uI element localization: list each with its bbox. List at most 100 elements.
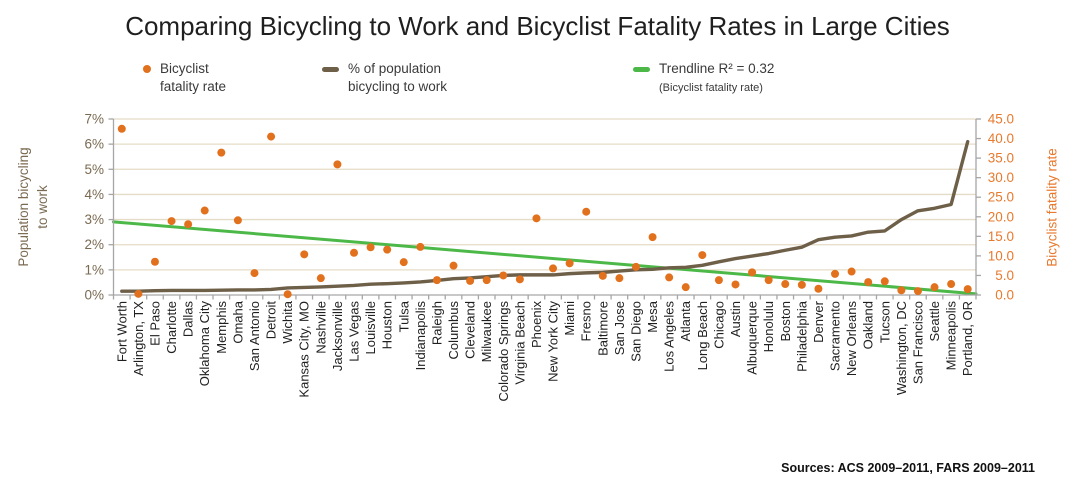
left-tick-label: 6% (84, 137, 104, 152)
fatality-point (947, 280, 956, 289)
city-label: Arlington, TX (131, 301, 146, 376)
fatality-point (681, 283, 690, 292)
city-label: Detroit (264, 301, 279, 340)
fatality-point (698, 251, 707, 260)
city-label: Tucson (877, 301, 892, 343)
fatality-dot-marker-icon (143, 65, 151, 73)
city-label: Indianapolis (413, 301, 428, 371)
left-tick-label: 1% (84, 262, 104, 277)
city-label: Boston (778, 301, 793, 341)
city-label: Denver (811, 300, 826, 343)
fatality-point (731, 280, 740, 289)
city-label: Minneapolis (944, 301, 959, 371)
bike-line-marker-icon (322, 67, 339, 72)
legend-item-fatality: Bicyclist fatality rate (143, 60, 226, 96)
fatality-point (930, 283, 939, 292)
city-label: Tulsa (396, 300, 411, 332)
city-label: Oakland (861, 301, 876, 349)
city-label: Jacksonville (330, 301, 345, 371)
right-tick-label: 10.0 (988, 248, 1014, 263)
right-tick-label: 40.0 (988, 131, 1014, 146)
city-label: Miami (562, 301, 577, 336)
legend-label-trendline-sub: (Bicyclist fatality rate) (659, 82, 763, 94)
left-tick-label: 2% (84, 237, 104, 252)
fatality-point (466, 276, 475, 285)
fatality-point (648, 233, 657, 242)
city-label: Portland, OR (960, 301, 975, 376)
trendline-marker-icon (633, 67, 650, 72)
legend-item-trendline: Trendline R² = 0.32 (Bicyclist fatality … (633, 60, 774, 96)
fatality-point (499, 271, 508, 280)
source-note: Sources: ACS 2009–2011, FARS 2009–2011 (781, 461, 1035, 475)
fatality-point (134, 289, 143, 298)
city-label: Long Beach (695, 301, 710, 370)
fatality-point (416, 242, 425, 251)
legend-label-trendline: Trendline R² = 0.32 (Bicyclist fatality … (659, 61, 775, 94)
city-label: Houston (380, 301, 395, 349)
fatality-point (432, 276, 441, 285)
city-label: Kansas City, MO (297, 301, 312, 398)
fatality-point (781, 280, 790, 289)
fatality-point (150, 257, 159, 266)
legend-label-fatality: Bicyclist fatality rate (160, 61, 227, 94)
city-label: Wichita (280, 300, 295, 343)
plot-area: 0% 1% 2% 3% 4% 5% 6% 7% 0.0 5.0 10.0 15.0 20.0 25.0 30… (84, 112, 1014, 402)
fatality-point (748, 268, 757, 277)
fatality-point (267, 132, 276, 141)
fatality-point (549, 264, 558, 273)
fatality-point (233, 216, 242, 225)
city-label: Sacramento (828, 301, 843, 371)
city-label: Las Vegas (347, 301, 362, 362)
fatality-point (167, 217, 176, 226)
right-tick-label: 5.0 (995, 268, 1014, 283)
city-label: Albuquerque (745, 301, 760, 375)
right-tick-label: 15.0 (988, 229, 1014, 244)
fatality-point (615, 274, 624, 283)
city-label: Washington, DC (894, 301, 909, 395)
city-label: New York City (546, 301, 561, 382)
right-tick-label: 20.0 (988, 209, 1014, 224)
fatality-point (797, 280, 806, 289)
city-label: Colorado Springs (496, 301, 511, 402)
legend-item-bike-share: % of population bicycling to work (322, 60, 447, 96)
city-label: New Orleans (844, 301, 859, 377)
city-label: Oklahoma City (197, 301, 212, 387)
city-label: Seattle (927, 301, 942, 341)
city-label: Columbus (446, 301, 461, 360)
city-label: Milwaukee (479, 301, 494, 362)
city-label: Fresno (579, 301, 594, 341)
left-tick-label: 0% (84, 288, 104, 303)
fatality-point (300, 250, 309, 259)
chart-title: Comparing Bicycling to Work and Bicyclis… (125, 11, 950, 41)
city-label: Chicago (711, 301, 726, 349)
fatality-point (316, 274, 325, 283)
fatality-point (880, 277, 889, 286)
right-tick-label: 45.0 (988, 112, 1014, 127)
city-label: Austin (728, 301, 743, 337)
fatality-point (764, 276, 773, 285)
fatality-point (200, 206, 209, 215)
city-label: Cleveland (463, 301, 478, 359)
bike-share-line (120, 139, 970, 293)
fatality-point (184, 220, 193, 229)
fatality-point (449, 261, 458, 270)
fatality-point (665, 273, 674, 282)
city-label: San Diego (628, 301, 643, 362)
left-tick-label: 3% (84, 212, 104, 227)
city-label: Dallas (181, 301, 196, 338)
city-label: Virginia Beach (512, 301, 527, 385)
fatality-point (399, 258, 408, 267)
city-label: Louisville (363, 301, 378, 354)
city-label: Nashville (313, 301, 328, 354)
city-label: Baltimore (595, 301, 610, 356)
fatality-point (582, 207, 591, 216)
fatality-point (714, 276, 723, 285)
city-label: Mesa (645, 300, 660, 333)
fatality-point (814, 284, 823, 293)
city-label: El Paso (147, 301, 162, 346)
fatality-point (847, 267, 856, 276)
fatality-point (283, 290, 292, 299)
fatality-point (250, 269, 259, 278)
city-label: Los Angeles (662, 301, 677, 372)
